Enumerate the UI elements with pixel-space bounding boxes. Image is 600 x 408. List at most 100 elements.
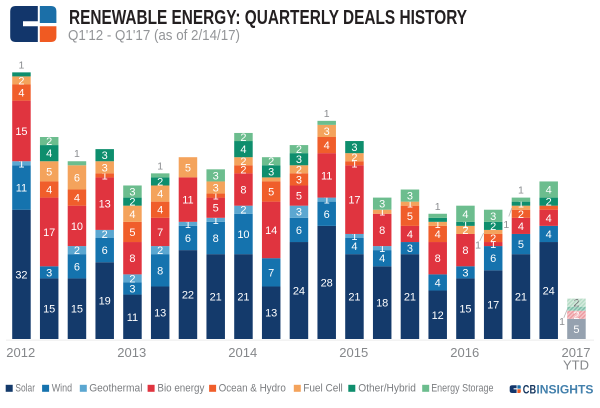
svg-text:2: 2 (296, 164, 302, 176)
svg-text:2: 2 (157, 176, 163, 188)
svg-text:1: 1 (18, 158, 24, 170)
svg-text:Ocean & Hydro: Ocean & Hydro (219, 383, 286, 395)
svg-text:13: 13 (99, 199, 111, 211)
svg-text:28: 28 (321, 277, 333, 289)
svg-text:3: 3 (129, 284, 135, 296)
svg-text:2017: 2017 (562, 345, 591, 360)
svg-text:3: 3 (407, 243, 413, 255)
svg-text:14: 14 (265, 225, 277, 237)
svg-text:5: 5 (268, 187, 274, 199)
svg-text:3: 3 (268, 166, 274, 178)
svg-text:5: 5 (185, 162, 191, 174)
svg-text:1: 1 (518, 185, 524, 197)
svg-text:2: 2 (240, 132, 246, 144)
svg-text:2016: 2016 (450, 345, 479, 360)
svg-text:4: 4 (462, 209, 468, 221)
svg-text:3: 3 (213, 170, 219, 182)
svg-text:8: 8 (379, 225, 385, 237)
svg-text:2: 2 (573, 298, 579, 310)
svg-text:Q1'12 - Q1'17 (as of 2/14/17): Q1'12 - Q1'17 (as of 2/14/17) (68, 28, 240, 44)
svg-text:3: 3 (213, 183, 219, 195)
svg-text:7: 7 (157, 227, 163, 239)
svg-text:1: 1 (490, 239, 496, 251)
svg-text:1: 1 (74, 148, 80, 160)
svg-text:Geothermal: Geothermal (89, 383, 142, 395)
svg-text:1: 1 (102, 170, 108, 182)
svg-text:5: 5 (46, 166, 52, 178)
svg-text:5: 5 (296, 191, 302, 203)
svg-text:4: 4 (324, 140, 330, 152)
svg-text:2: 2 (518, 209, 524, 221)
svg-text:4: 4 (157, 205, 163, 217)
svg-text:8: 8 (240, 185, 246, 197)
svg-text:1: 1 (19, 59, 25, 71)
svg-text:6: 6 (490, 253, 496, 265)
svg-text:5: 5 (518, 239, 524, 251)
svg-text:13: 13 (154, 308, 166, 320)
svg-text:2: 2 (129, 197, 135, 209)
svg-text:3: 3 (102, 150, 108, 162)
svg-text:2: 2 (546, 197, 552, 209)
svg-text:1: 1 (559, 316, 565, 328)
svg-text:15: 15 (15, 126, 27, 138)
svg-text:2: 2 (268, 156, 274, 168)
svg-text:Other/Hybrid: Other/Hybrid (358, 383, 416, 395)
svg-text:17: 17 (487, 300, 499, 312)
svg-text:3: 3 (324, 126, 330, 138)
svg-text:21: 21 (237, 292, 249, 304)
svg-text:4: 4 (546, 185, 552, 197)
svg-text:3: 3 (129, 187, 135, 199)
svg-text:4: 4 (379, 253, 385, 265)
svg-text:2: 2 (240, 205, 246, 217)
svg-text:2: 2 (296, 144, 302, 156)
svg-text:2: 2 (573, 310, 579, 322)
svg-text:RENEWABLE ENERGY: QUARTERLY DE: RENEWABLE ENERGY: QUARTERLY DEALS HISTOR… (69, 7, 467, 29)
svg-text:8: 8 (157, 265, 163, 277)
svg-text:5: 5 (407, 211, 413, 223)
svg-text:INSIGHTS: INSIGHTS (536, 382, 593, 396)
svg-text:12: 12 (432, 310, 444, 322)
svg-text:Fuel Cell: Fuel Cell (303, 383, 343, 395)
svg-text:15: 15 (43, 304, 55, 316)
svg-text:1: 1 (379, 243, 385, 255)
svg-text:2: 2 (129, 273, 135, 285)
svg-text:8: 8 (213, 233, 219, 245)
svg-text:4: 4 (407, 229, 413, 241)
svg-text:15: 15 (71, 304, 83, 316)
svg-text:1: 1 (324, 195, 330, 207)
svg-text:6: 6 (74, 261, 80, 273)
svg-text:1: 1 (157, 160, 163, 172)
svg-text:8: 8 (462, 245, 468, 257)
svg-text:3: 3 (46, 267, 52, 279)
svg-text:11: 11 (182, 195, 193, 207)
svg-text:10: 10 (71, 221, 83, 233)
svg-text:3: 3 (296, 174, 302, 186)
svg-text:2014: 2014 (228, 345, 257, 360)
svg-text:1: 1 (351, 158, 357, 170)
svg-text:3: 3 (351, 142, 357, 154)
svg-text:11: 11 (127, 312, 138, 324)
svg-text:4: 4 (18, 88, 24, 100)
svg-text:4: 4 (435, 277, 441, 289)
svg-text:2: 2 (490, 221, 496, 233)
svg-text:13: 13 (265, 308, 277, 320)
svg-text:7: 7 (268, 267, 274, 279)
svg-text:15: 15 (459, 304, 471, 316)
svg-text:6: 6 (324, 209, 330, 221)
svg-text:3: 3 (296, 154, 302, 166)
svg-text:2: 2 (102, 229, 108, 241)
svg-text:2: 2 (240, 156, 246, 168)
svg-text:2: 2 (46, 136, 52, 148)
svg-text:4: 4 (46, 148, 52, 160)
svg-text:1: 1 (462, 219, 468, 231)
svg-text:2: 2 (462, 225, 468, 237)
svg-text:2: 2 (18, 75, 24, 87)
svg-text:24: 24 (543, 286, 555, 298)
svg-text:2015: 2015 (339, 345, 368, 360)
svg-text:3: 3 (462, 267, 468, 279)
svg-text:4: 4 (351, 241, 357, 253)
svg-text:32: 32 (15, 269, 27, 281)
svg-text:21: 21 (404, 292, 416, 304)
svg-text:1: 1 (503, 219, 509, 231)
svg-text:21: 21 (348, 292, 360, 304)
